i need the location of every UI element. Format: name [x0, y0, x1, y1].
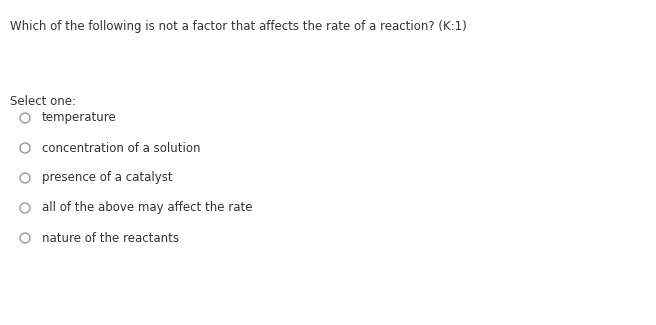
Text: temperature: temperature — [42, 111, 117, 124]
Text: Which of the following is not a factor that affects the rate of a reaction? (K:1: Which of the following is not a factor t… — [10, 20, 467, 33]
Text: concentration of a solution: concentration of a solution — [42, 141, 201, 154]
Text: presence of a catalyst: presence of a catalyst — [42, 172, 173, 185]
Text: Select one:: Select one: — [10, 95, 76, 108]
Text: all of the above may affect the rate: all of the above may affect the rate — [42, 202, 253, 214]
Text: nature of the reactants: nature of the reactants — [42, 231, 179, 244]
